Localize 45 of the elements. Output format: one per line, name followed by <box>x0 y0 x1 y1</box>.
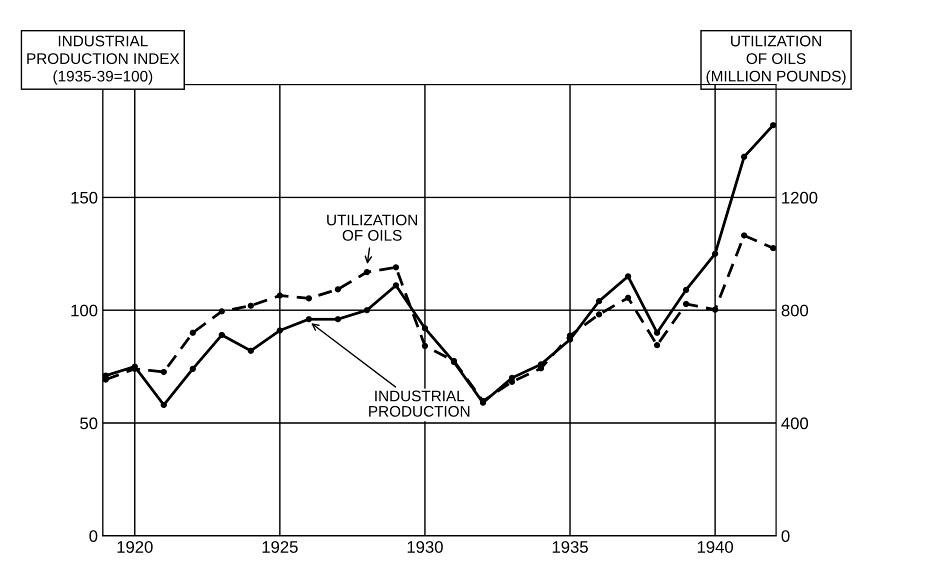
y-tick-label: 150 <box>71 192 98 204</box>
point <box>218 332 225 338</box>
y2-axis-title: UTILIZATION OF OILS (MILLION POUNDS) <box>706 36 846 85</box>
y-tick-label: 50 <box>80 417 98 430</box>
series-label: INDUSTRIAL PRODUCTION <box>369 390 470 417</box>
point <box>364 307 370 314</box>
point <box>712 250 718 257</box>
point <box>392 282 400 289</box>
text: UTILIZATION OF OILS <box>327 214 418 241</box>
point <box>334 286 342 292</box>
point <box>248 348 254 354</box>
point <box>160 368 167 376</box>
x-tick-label: 1925 <box>262 541 298 553</box>
y2-tick-label: 0 <box>782 530 790 542</box>
point <box>248 302 254 309</box>
point <box>654 342 660 348</box>
point <box>160 402 167 408</box>
point <box>306 295 312 302</box>
point <box>276 327 283 334</box>
y-tick-label: 0 <box>89 530 98 542</box>
point <box>596 298 602 304</box>
y-axis-title: INDUSTRIAL PRODUCTION INDEX (1935-39=100) <box>27 36 180 85</box>
point <box>624 294 632 301</box>
point <box>306 316 312 322</box>
x-tick-label: 1930 <box>408 541 443 553</box>
point <box>334 316 342 322</box>
point <box>392 264 400 270</box>
y2-tick-label: 400 <box>781 417 808 430</box>
point <box>422 325 428 332</box>
y2-tick-label: 800 <box>782 304 808 316</box>
point <box>364 269 370 276</box>
point <box>624 273 632 280</box>
point <box>654 330 660 336</box>
x-tick-label: 1940 <box>698 541 733 553</box>
point <box>741 232 748 239</box>
point <box>190 366 196 372</box>
point <box>741 154 748 160</box>
y-tick-label: 100 <box>71 304 98 316</box>
x-tick-label: 1920 <box>118 541 153 553</box>
point <box>596 311 602 318</box>
y2-tick-label: 1200 <box>782 192 818 204</box>
x-tick-label: 1935 <box>552 541 588 553</box>
point <box>190 330 196 336</box>
point <box>682 300 690 308</box>
point <box>682 286 690 294</box>
